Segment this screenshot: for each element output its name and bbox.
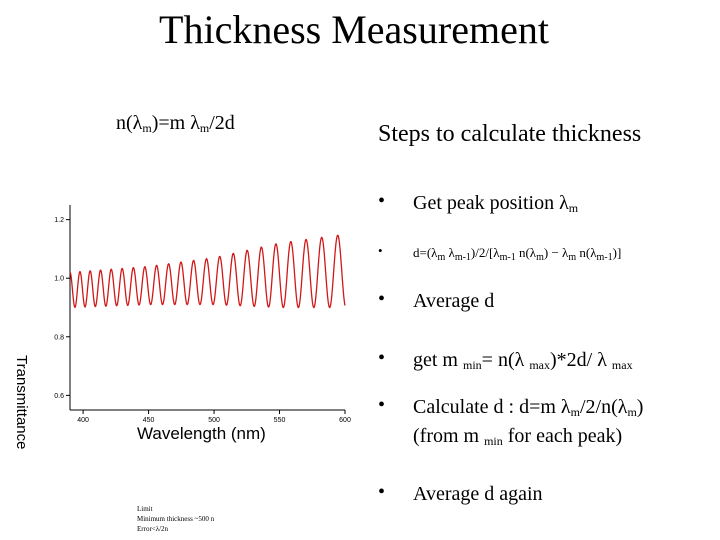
note-min-thickness: Minimum thickness ~500 n: [137, 515, 215, 523]
bullet-dot: •: [378, 394, 386, 416]
x-tick-label: 450: [143, 417, 155, 424]
step-average-d-again: Average d again: [413, 483, 543, 505]
step-d-formula: d=(λm λm-1)/2/[λm-1 n(λm) − λm n(λm-1)]: [413, 245, 622, 263]
thickness-formula: n(λm)=m λm/2d: [116, 112, 235, 135]
step-get-peak: Get peak position λm: [413, 192, 579, 215]
y-tick-label: 1.0: [54, 276, 64, 283]
slide-title: Thickness Measurement: [159, 7, 549, 52]
steps-heading: Steps to calculate thickness: [378, 121, 642, 147]
bullet-dot: •: [378, 481, 386, 503]
step-get-m-min: get m min= n(λ max)*2d/ λ max: [413, 349, 633, 372]
step-calculate-d: Calculate d : d=m λm/2/n(λm) (from m min…: [413, 396, 644, 448]
y-tick-label: 0.6: [54, 393, 64, 400]
bullet-dot: •: [378, 347, 386, 369]
y-tick-label: 0.8: [54, 334, 64, 341]
bullet-dot: •: [378, 288, 386, 310]
x-tick-label: 500: [208, 417, 220, 424]
bullet-dot: •: [378, 243, 383, 258]
y-axis-label: Transmittance: [13, 355, 30, 450]
x-tick-label: 600: [339, 417, 351, 424]
bullet-dot: •: [378, 190, 386, 212]
note-limit: Limit: [137, 505, 153, 513]
y-tick-label: 1.2: [54, 217, 64, 224]
x-tick-label: 400: [77, 417, 89, 424]
chart-axes: [69, 205, 345, 411]
x-axis-label: Wavelength (nm): [137, 424, 266, 443]
note-error: Error<λ/2n: [137, 525, 169, 533]
x-tick-label: 550: [274, 417, 286, 424]
transmittance-series-line: [69, 234, 346, 309]
step-average-d: Average d: [413, 290, 495, 312]
chart-ticks: 400 450 500 550 600 0.6 0.8 1.0 1.2: [54, 217, 351, 424]
